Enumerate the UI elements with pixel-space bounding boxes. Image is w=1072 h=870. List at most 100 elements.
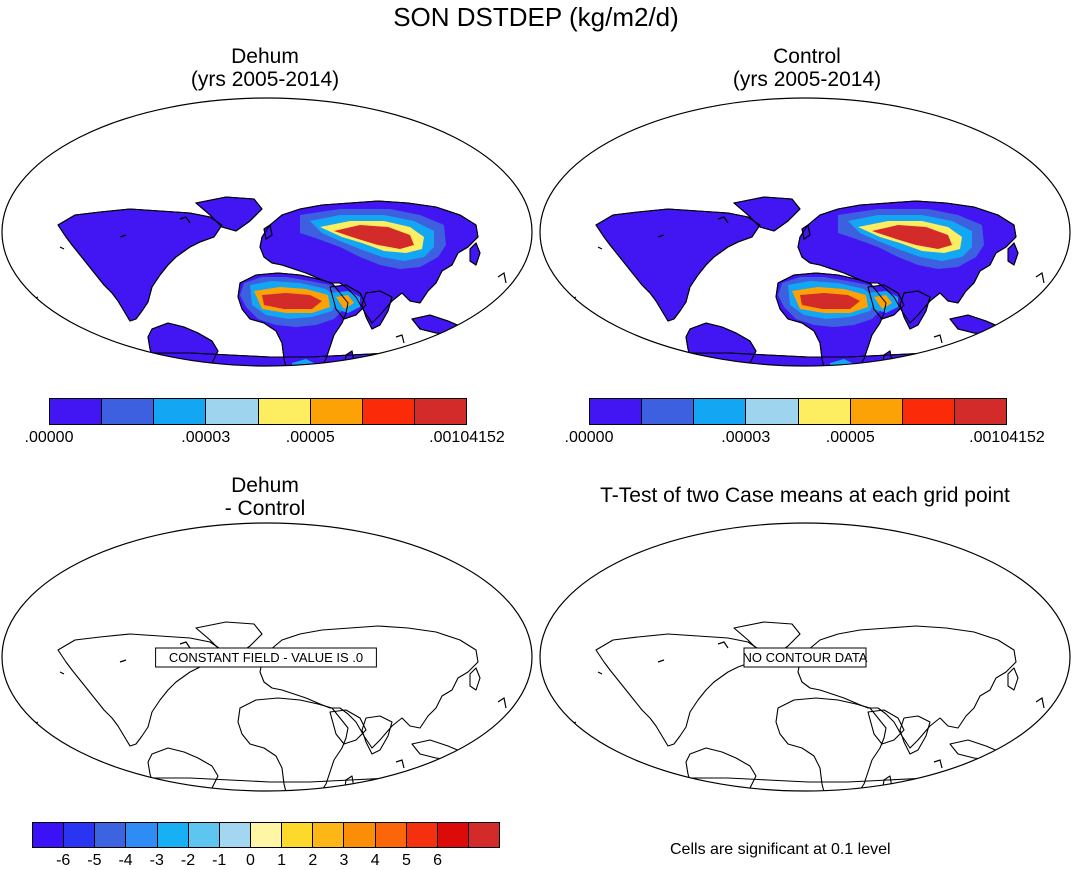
map-frame — [539, 522, 1071, 792]
colorbar-cell — [902, 399, 955, 424]
dust-band-8 — [800, 293, 860, 309]
dust-band-8 — [262, 293, 322, 309]
island-5 — [1053, 334, 1059, 338]
continent-australia — [973, 348, 1035, 366]
colorbar-tick-label: -4 — [118, 852, 133, 869]
coastline-australia — [973, 348, 1035, 366]
colorbar-tick-label: 3 — [339, 852, 349, 869]
colorbar-tick-label: 5 — [401, 852, 411, 869]
dust-band-13 — [450, 359, 478, 366]
island-2 — [657, 659, 665, 663]
colorbar-cell — [954, 399, 1006, 424]
continent-japan — [469, 667, 481, 691]
continent-arabia — [329, 709, 367, 745]
colorbar-tick-label: -5 — [87, 852, 102, 869]
panel-title-bottom-left: Dehum - Control — [110, 474, 420, 520]
island-3 — [717, 641, 729, 649]
panel-title-line2: - Control — [224, 497, 306, 520]
colorbar-cell — [126, 823, 158, 847]
colorbar-tick-label: -1 — [212, 852, 227, 869]
colorbar-cell — [468, 823, 500, 847]
no-data-message: NO CONTOUR DATA — [743, 647, 868, 668]
coastline-madagascar — [881, 350, 893, 366]
island-4 — [497, 697, 507, 709]
panel-title-line1: Dehum — [231, 474, 299, 497]
dust-band-14 — [458, 365, 472, 366]
panel-title-top-left: Dehum (yrs 2005-2014) — [110, 45, 420, 91]
island-7 — [505, 322, 511, 330]
coastline-japan — [469, 242, 481, 266]
dust-band-4 — [872, 225, 952, 249]
island-2 — [119, 234, 127, 238]
colorbar-cell — [313, 823, 345, 847]
coastline-eurasia — [259, 200, 479, 324]
continent-eurasia — [797, 625, 1017, 749]
colorbar-tick-label: 6 — [433, 852, 443, 869]
coastline-greenland — [732, 196, 801, 232]
colorbar-cell — [642, 399, 695, 424]
island-8 — [933, 759, 943, 769]
continent-north-america — [595, 633, 761, 747]
no-data-message: CONSTANT FIELD - VALUE IS .0 — [155, 647, 377, 668]
colorbar-tick-label: .00104152 — [969, 429, 1045, 446]
colorbar-difference — [32, 822, 500, 848]
map-control — [539, 97, 1071, 367]
colorbar-cell — [437, 823, 469, 847]
island-1 — [59, 671, 65, 675]
island-3 — [179, 641, 191, 649]
colorbar-cell — [206, 399, 259, 424]
continent-japan — [1007, 667, 1019, 691]
island-4 — [497, 272, 507, 284]
colorbar-cell — [154, 399, 207, 424]
significance-footnote: Cells are significant at 0.1 level — [670, 841, 891, 858]
continent-madagascar — [343, 775, 355, 791]
panel-title-line1: Dehum — [231, 45, 299, 68]
colorbar-cell — [188, 823, 220, 847]
colorbar-tick-label: 0 — [245, 852, 255, 869]
colorbar-tick-label: .00000 — [24, 429, 74, 446]
colorbar-tick-label: .00000 — [564, 429, 614, 446]
dust-band-10 — [336, 295, 354, 309]
coastline-eurasia — [797, 200, 1017, 324]
colorbar-tick-label: 1 — [277, 852, 287, 869]
colorbar-cell — [850, 399, 903, 424]
map-dehum — [1, 97, 533, 367]
map-ttest: NO CONTOUR DATA — [539, 522, 1071, 792]
colorbar-cell — [590, 399, 643, 424]
continent-madagascar — [881, 775, 893, 791]
coastline-north-america — [595, 208, 761, 322]
colorbar-tick-label: .00005 — [285, 429, 335, 446]
colorbar-tick-label: .00003 — [721, 429, 771, 446]
island-8 — [395, 334, 405, 344]
panel-title-line1: Control — [773, 45, 841, 68]
island-7 — [505, 747, 511, 755]
coastline-arabia — [329, 284, 367, 320]
panel-title-bottom-right: T-Test of two Case means at each grid po… — [600, 484, 1010, 507]
dust-band-10 — [874, 295, 892, 309]
island-1 — [597, 246, 603, 250]
island-3 — [717, 216, 729, 224]
colorbar-tick-label: -2 — [180, 852, 196, 869]
coastline-arabia — [867, 284, 905, 320]
continent-eurasia — [259, 625, 479, 749]
panel-title-line2: (yrs 2005-2014) — [190, 68, 340, 91]
map-frame — [1, 97, 533, 367]
colorbar-tick-label: -6 — [56, 852, 71, 869]
continent-australia — [973, 773, 1035, 791]
continent-india — [899, 715, 931, 755]
colorbar-dehum — [49, 398, 467, 425]
coastline-australia — [435, 348, 497, 366]
colorbar-cell — [95, 823, 127, 847]
map-frame — [539, 97, 1071, 367]
colorbar-cell — [64, 823, 96, 847]
continent-greenland — [195, 621, 263, 657]
continent-greenland — [733, 621, 801, 657]
colorbar-cell — [50, 399, 103, 424]
panel-title-line2: (yrs 2005-2014) — [732, 68, 882, 91]
dust-band-14 — [996, 365, 1010, 366]
figure-title: SON DSTDEP (kg/m2/d) — [393, 2, 679, 32]
colorbar-cell — [694, 399, 747, 424]
panel-title-top-right: Control (yrs 2005-2014) — [652, 45, 962, 91]
coastline-india — [361, 290, 393, 330]
colorbar-cell — [33, 823, 65, 847]
